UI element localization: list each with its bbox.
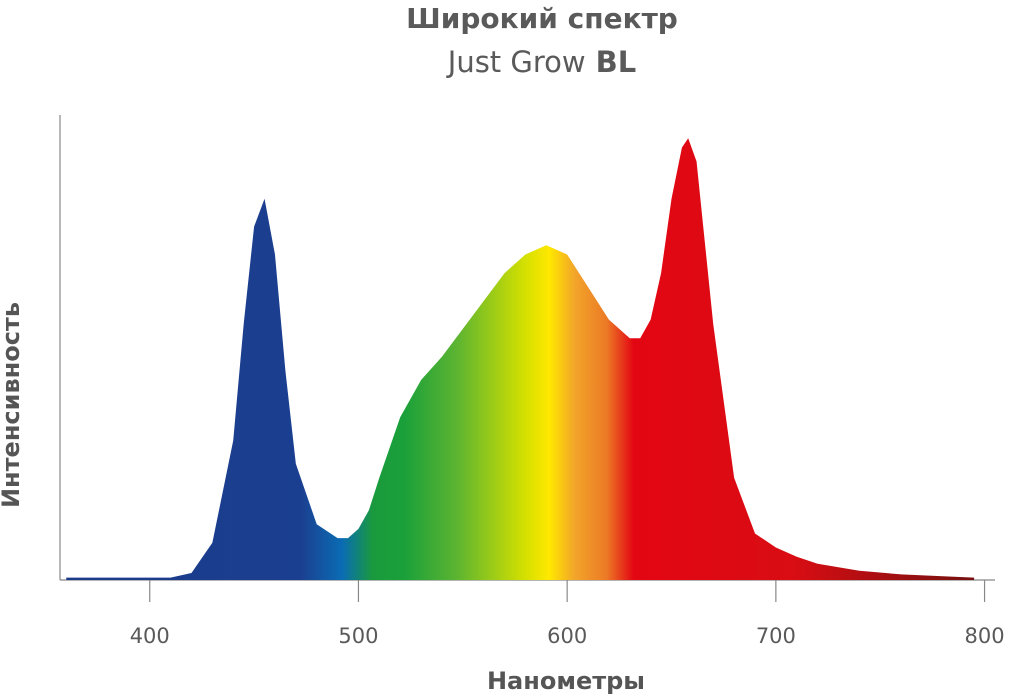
x-tick-label: 600 <box>547 624 587 648</box>
y-axis-label: Интенсивность <box>0 302 25 508</box>
subtitle-emphasis: BL <box>596 45 637 79</box>
x-tick-label: 700 <box>756 624 796 648</box>
x-tick-label: 500 <box>338 624 378 648</box>
x-axis-label: Нанометры <box>487 667 645 695</box>
subtitle-text: Just Grow <box>446 45 586 79</box>
chart-subtitle: Just Grow BL <box>446 45 636 79</box>
x-tick-label: 400 <box>130 624 170 648</box>
spectrum-area <box>66 138 975 580</box>
chart-title: Широкий спектр <box>406 2 678 35</box>
x-tick-label: 800 <box>965 624 1005 648</box>
